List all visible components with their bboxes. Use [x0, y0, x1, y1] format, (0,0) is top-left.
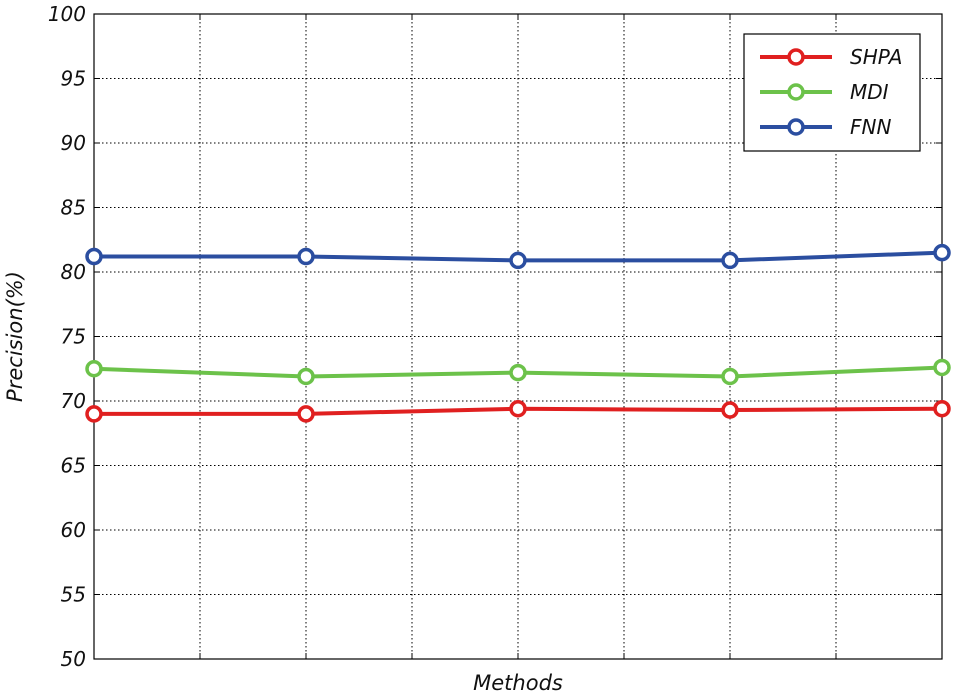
data-point [721, 367, 739, 386]
series-fnn [85, 243, 951, 270]
y-axis-label: Precision(%) [3, 271, 27, 402]
legend: SHPA MDI FNN [743, 33, 921, 152]
legend-label: MDI [850, 80, 889, 104]
series-lines [85, 243, 951, 423]
y-tick-label: 60 [61, 518, 86, 542]
legend-label: SHPA [850, 45, 902, 69]
data-point [933, 358, 951, 377]
series-mdi [85, 358, 951, 386]
series-shpa [85, 399, 951, 423]
y-tick-label: 80 [61, 260, 86, 284]
data-point [297, 405, 315, 423]
data-point [85, 360, 103, 378]
y-tick-label: 100 [48, 2, 86, 26]
data-point [509, 251, 527, 270]
y-tick-label: 75 [61, 325, 86, 349]
legend-marker [787, 48, 805, 66]
legend-marker [787, 83, 805, 101]
y-axis: 50 55 60 65 70 75 80 85 90 95 100 [48, 2, 942, 671]
data-point [721, 401, 739, 419]
legend-item: SHPA [760, 45, 902, 69]
legend-item: MDI [760, 80, 889, 104]
data-point [933, 243, 951, 262]
grid [94, 14, 942, 659]
data-point [509, 399, 527, 418]
y-tick-label: 70 [61, 389, 86, 413]
legend-marker [787, 118, 805, 136]
legend-label: FNN [850, 115, 891, 139]
y-tick-label: 90 [61, 131, 86, 155]
y-tick-label: 55 [61, 583, 86, 607]
y-tick-label: 85 [61, 196, 86, 220]
data-point [721, 251, 739, 270]
y-tick-label: 65 [61, 454, 86, 478]
data-point [933, 399, 951, 418]
legend-item: FNN [760, 115, 891, 139]
data-point [509, 363, 527, 382]
data-point [297, 367, 315, 386]
data-point [85, 247, 103, 266]
y-tick-label: 95 [61, 67, 86, 91]
x-axis-label: Methods [473, 671, 563, 695]
data-point [297, 247, 315, 266]
y-tick-label: 50 [61, 647, 86, 671]
data-point [85, 405, 103, 423]
